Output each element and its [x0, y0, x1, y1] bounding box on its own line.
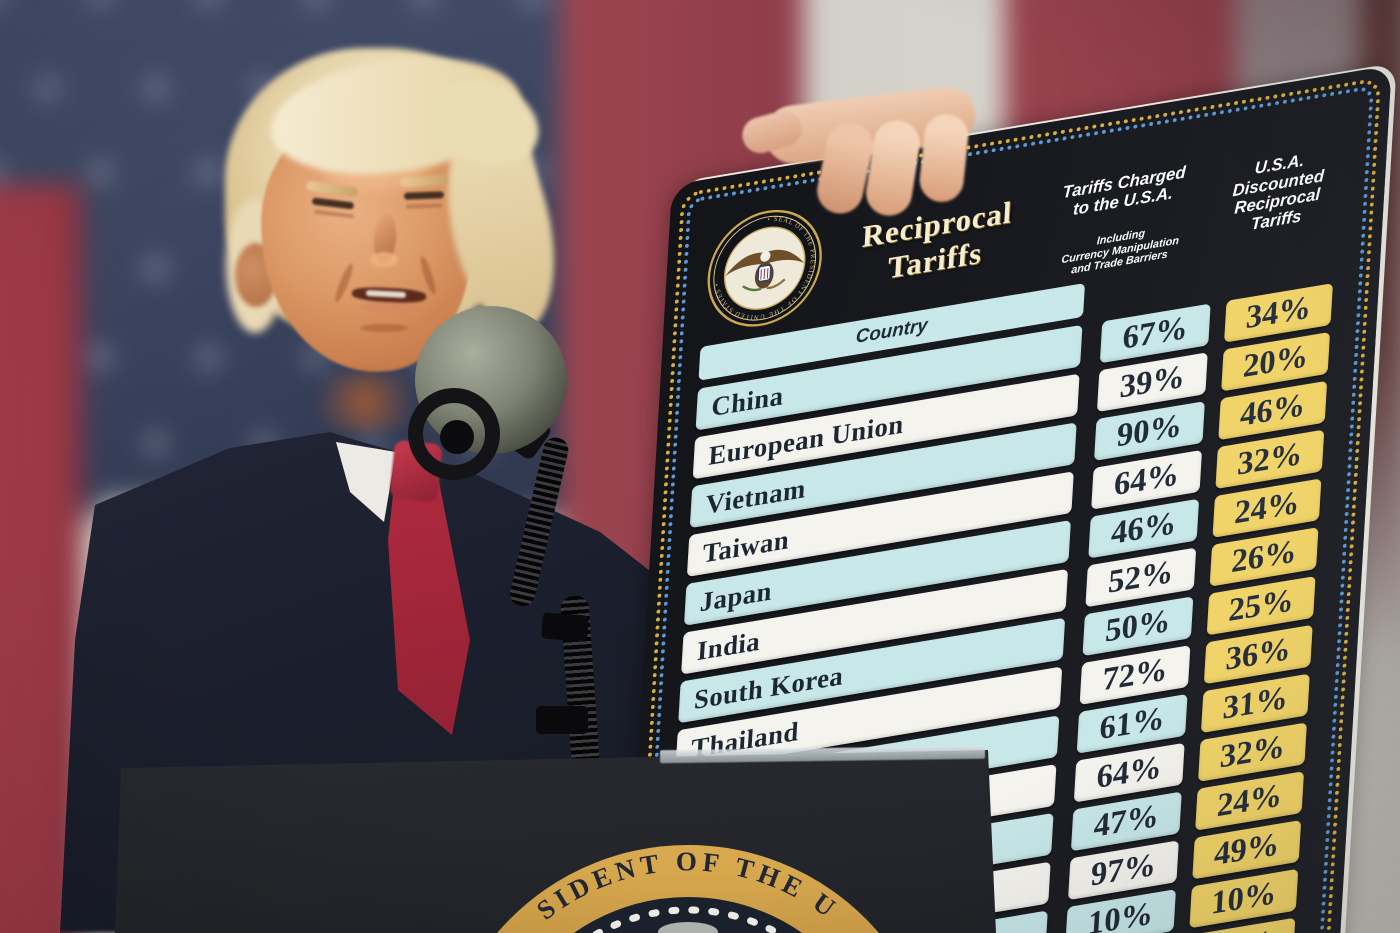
- olive-branch: [742, 285, 762, 292]
- gooseneck-clamp: [541, 612, 589, 642]
- presidential-seal-icon: • SEAL OF THE PRESIDENT OF THE UNITED ST…: [703, 200, 826, 337]
- flag-star: [93, 165, 108, 180]
- column-header-charged-title: Tariffs Charged to the U.S.A.: [1062, 162, 1187, 219]
- chin-crease: [360, 324, 408, 332]
- flag-star: [93, 0, 108, 3]
- flag-star: [201, 350, 216, 365]
- board-frame: • SEAL OF THE PRESIDENT OF THE UNITED ST…: [603, 65, 1392, 933]
- tariff-board: • SEAL OF THE PRESIDENT OF THE UNITED ST…: [603, 65, 1392, 933]
- column-header-charged-subtitle: Including Currency Manipulation and Trad…: [1061, 228, 1180, 277]
- speaker-head: [0, 0, 700, 600]
- flag-star: [40, 81, 55, 96]
- microphone: [408, 306, 601, 777]
- hand: [738, 76, 1022, 220]
- nose-tip: [370, 252, 398, 267]
- board-border-blue-dots: • SEAL OF THE PRESIDENT OF THE UNITED ST…: [621, 85, 1375, 933]
- gooseneck-clamp: [536, 706, 588, 734]
- flag-star: [201, 165, 216, 180]
- microphone-gooseneck: [507, 435, 571, 609]
- microphone-capsule: [440, 420, 474, 454]
- flag-star: [309, 0, 324, 3]
- flag-star: [93, 350, 108, 365]
- eagle-head: [760, 251, 771, 262]
- flag-star: [417, 0, 432, 3]
- flag-star: [525, 0, 540, 3]
- column-header-discounted: U.S.A. Discounted Reciprocal Tariffs: [1232, 150, 1325, 234]
- column-header-charged: Tariffs Charged to the U.S.A. Including …: [1043, 143, 1201, 299]
- neck-shadow: [300, 372, 430, 432]
- flag-star: [201, 0, 216, 3]
- arrows: [766, 278, 786, 290]
- seal-eagle-top: [658, 922, 718, 933]
- podium-presidential-seal: SIDENT OF THE U: [385, 836, 985, 933]
- board-border-gold-dots: • SEAL OF THE PRESIDENT OF THE UNITED ST…: [614, 76, 1382, 933]
- finger: [917, 111, 971, 205]
- board-header: • SEAL OF THE PRESIDENT OF THE UNITED ST…: [700, 109, 1351, 347]
- flag-star: [148, 436, 163, 451]
- flag-star: [148, 261, 163, 276]
- flag-star: [148, 81, 163, 96]
